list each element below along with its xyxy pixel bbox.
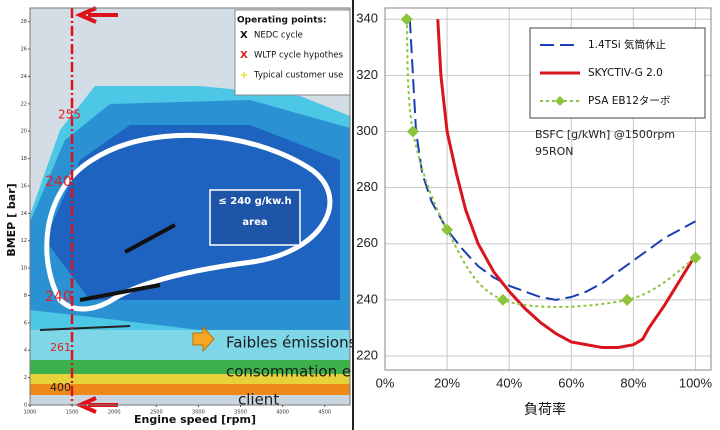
- y-axis-label: BMEP [ bar]: [5, 183, 18, 256]
- map-band: [30, 384, 350, 395]
- y-tick-label: 340: [356, 11, 378, 26]
- map-band: [30, 330, 350, 360]
- series-line: [408, 19, 696, 301]
- operating-line: [39, 325, 131, 331]
- x-axis-label: 負荷率: [524, 401, 566, 418]
- y-tick-label: 320: [356, 67, 378, 82]
- contour-label: 261: [50, 341, 71, 354]
- legend-marker: +: [240, 70, 248, 81]
- x-tick-label: 1500: [66, 410, 79, 416]
- contour-label: 240: [45, 289, 72, 305]
- plot-frame: [384, 7, 712, 371]
- series-marker: [400, 13, 413, 26]
- legend-label: PSA EB12ターボ: [588, 95, 670, 107]
- series-marker: [621, 293, 634, 306]
- plot-frame: [29, 7, 351, 406]
- x-tick-label: 20%: [434, 375, 460, 390]
- legend-label: 1.4TSi 気筒休止: [588, 38, 666, 51]
- x-tick-label: 4000: [276, 410, 289, 416]
- y-tick-label: 14: [21, 211, 27, 217]
- x-tick-label: 1000: [24, 410, 37, 416]
- map-region: [45, 125, 340, 300]
- y-tick-label: 8: [24, 293, 27, 299]
- y-tick-label: 20: [21, 129, 27, 135]
- x-tick-label: 0%: [376, 375, 395, 390]
- x-tick-label: 100%: [679, 375, 713, 390]
- series-marker: [406, 125, 419, 138]
- series-line: [405, 19, 697, 308]
- y-tick-label: 240: [356, 291, 378, 306]
- contour-label: 255: [58, 108, 81, 122]
- arrow: [75, 6, 118, 24]
- lines: [384, 7, 712, 371]
- operating-line: [124, 223, 176, 254]
- legend-marker: [555, 96, 565, 106]
- y-tick-label: 0: [24, 403, 27, 409]
- y-tick-label: 300: [356, 123, 378, 138]
- x-tick-label: 4500: [318, 410, 331, 416]
- callout-text: consommation en: [226, 363, 361, 381]
- map-band: [30, 360, 350, 374]
- legend-label: NEDC cycle: [254, 31, 303, 41]
- series-marker: [441, 223, 454, 236]
- y-tick-label: 2: [24, 375, 27, 381]
- series-line: [436, 19, 697, 350]
- y-tick-label: 12: [21, 238, 27, 244]
- contour-label: 400: [50, 381, 71, 394]
- y-tick-label: 10: [21, 266, 27, 272]
- y-tick-label: 220: [356, 347, 378, 362]
- x-axis-label: Engine speed [rpm]: [134, 413, 256, 426]
- legend-label: WLTP cycle hypothes: [254, 51, 344, 61]
- legend-label: Typical customer use: [253, 71, 343, 81]
- legend-marker: X: [240, 50, 248, 61]
- callout-text: Faibles émissions: [226, 334, 357, 352]
- x-tick-label: 60%: [558, 375, 584, 390]
- y-tick-label: 4: [24, 348, 27, 354]
- legend-title: Operating points:: [237, 16, 326, 26]
- annotation: BSFC [g/kWh] @1500rpm: [535, 128, 675, 141]
- callout-text: client: [238, 391, 279, 409]
- y-tick-label: 6: [24, 320, 27, 326]
- y-tick-label: 24: [21, 74, 27, 80]
- arrow: [192, 325, 215, 353]
- map-band: [30, 374, 350, 384]
- x-tick-label: 3000: [192, 410, 205, 416]
- y-tick-label: 28: [21, 19, 27, 25]
- y-tick-label: 22: [21, 101, 27, 107]
- y-tick-label: 18: [21, 156, 27, 162]
- legend-marker: X: [240, 30, 248, 41]
- annotation: 95RON: [535, 145, 574, 158]
- legend-label: SKYCTIV-G 2.0: [588, 67, 663, 79]
- series-marker: [689, 251, 702, 264]
- contour-label: 240: [45, 174, 72, 190]
- area-box: [209, 189, 301, 246]
- y-tick-label: 26: [21, 47, 27, 53]
- x-tick-label: 80%: [620, 375, 646, 390]
- y-tick-label: 280: [356, 179, 378, 194]
- y-tick-label: 16: [21, 183, 27, 189]
- operating-line: [79, 283, 161, 302]
- area-label: area: [242, 217, 267, 228]
- separator: [352, 0, 354, 430]
- engine-map: [29, 6, 351, 414]
- x-tick-label: 2000: [108, 410, 121, 416]
- x-tick-label: 3500: [234, 410, 247, 416]
- x-tick-label: 40%: [496, 375, 522, 390]
- x-tick-label: 2500: [150, 410, 163, 416]
- legend-box: [234, 9, 351, 96]
- y-tick-label: 260: [356, 235, 378, 250]
- series-marker: [496, 293, 509, 306]
- map-band: [30, 395, 350, 405]
- area-label: ≤ 240 g/kw.h: [218, 196, 291, 207]
